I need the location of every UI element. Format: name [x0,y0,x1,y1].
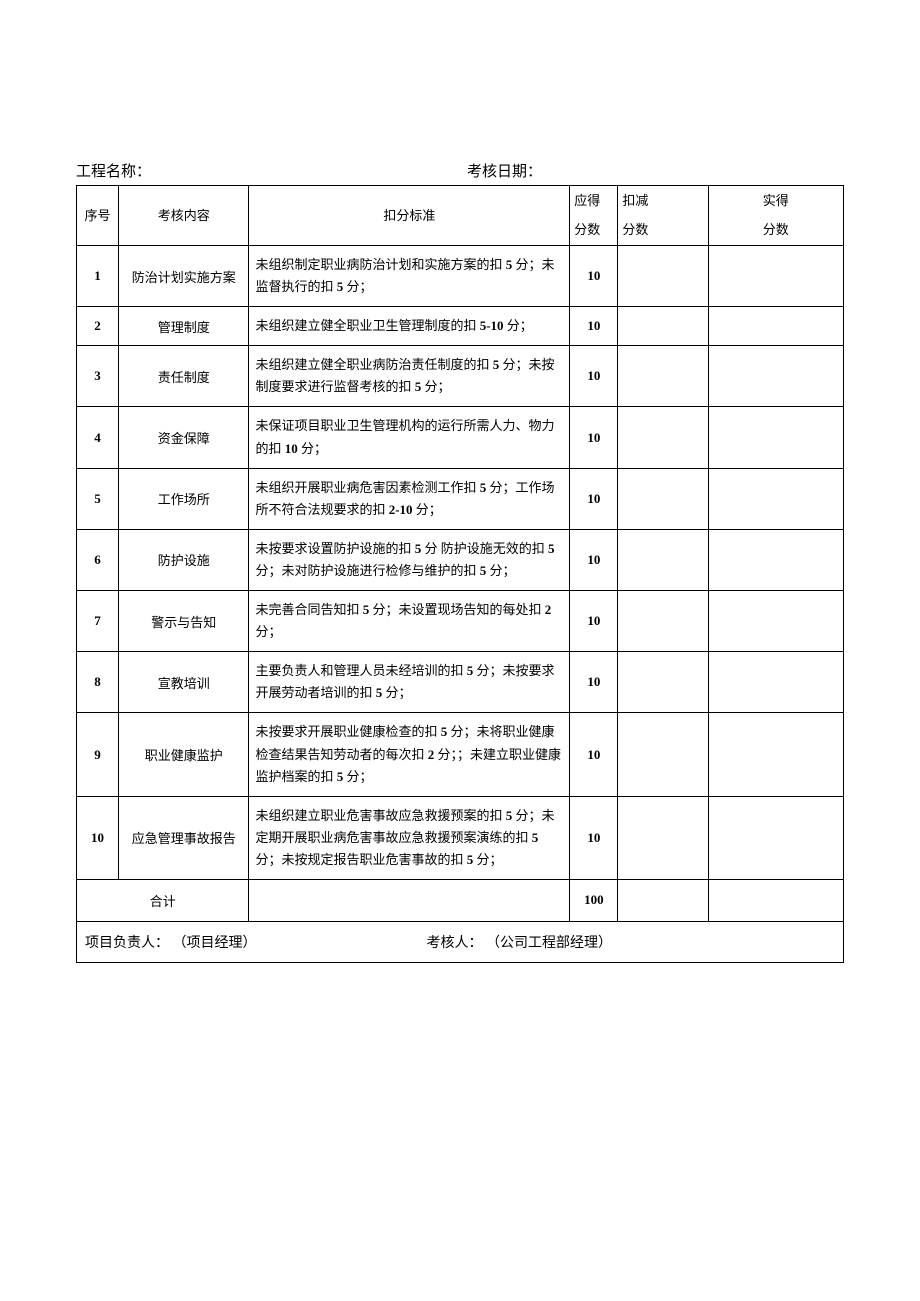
total-label: 合计 [77,879,249,921]
cell-content: 工作场所 [119,468,249,529]
cell-seq: 9 [77,713,119,796]
cell-deduct [618,796,708,879]
cell-standard: 未完善合同告知扣 5 分；未设置现场告知的每处扣 2 分； [249,591,570,652]
assessment-date-label: 考核日期： [467,160,542,181]
table-row: 10应急管理事故报告未组织建立职业危害事故应急救援预案的扣 5 分；未定期开展职… [77,796,844,879]
cell-actual [708,713,843,796]
cell-seq: 8 [77,652,119,713]
cell-content: 责任制度 [119,346,249,407]
responsible-hint: （项目经理） [173,936,257,951]
cell-score: 10 [570,713,618,796]
total-row: 合计 100 [77,879,844,921]
cell-score: 10 [570,529,618,590]
col-header-deduct: 扣减分数 [618,186,708,246]
cell-standard: 未组织制定职业病防治计划和实施方案的扣 5 分；未监督执行的扣 5 分； [249,246,570,307]
table-header-row: 序号 考核内容 扣分标准 应得分数 扣减分数 实得分数 [77,186,844,246]
cell-seq: 5 [77,468,119,529]
cell-content: 职业健康监护 [119,713,249,796]
cell-standard: 未按要求开展职业健康检查的扣 5 分；未将职业健康检查结果告知劳动者的每次扣 2… [249,713,570,796]
cell-score: 10 [570,796,618,879]
cell-content: 防治计划实施方案 [119,246,249,307]
cell-actual [708,591,843,652]
col-header-seq: 序号 [77,186,119,246]
cell-content: 防护设施 [119,529,249,590]
cell-deduct [618,652,708,713]
assessor-hint: （公司工程部经理） [486,936,612,951]
cell-score: 10 [570,468,618,529]
cell-deduct [618,307,708,346]
cell-deduct [618,713,708,796]
cell-seq: 1 [77,246,119,307]
cell-actual [708,246,843,307]
cell-deduct [618,246,708,307]
table-row: 8宣教培训主要负责人和管理人员未经培训的扣 5 分；未按要求开展劳动者培训的扣 … [77,652,844,713]
cell-seq: 6 [77,529,119,590]
cell-deduct [618,529,708,590]
total-score: 100 [570,879,618,921]
table-row: 9职业健康监护未按要求开展职业健康检查的扣 5 分；未将职业健康检查结果告知劳动… [77,713,844,796]
cell-standard: 未组织建立职业危害事故应急救援预案的扣 5 分；未定期开展职业病危害事故应急救援… [249,796,570,879]
table-row: 4资金保障未保证项目职业卫生管理机构的运行所需人力、物力的扣 10 分；10 [77,407,844,468]
table-row: 2管理制度未组织建立健全职业卫生管理制度的扣 5-10 分；10 [77,307,844,346]
cell-content: 宣教培训 [119,652,249,713]
cell-deduct [618,468,708,529]
col-header-standard: 扣分标准 [249,186,570,246]
total-actual-empty [708,879,843,921]
table-row: 5工作场所未组织开展职业病危害因素检测工作扣 5 分；工作场所不符合法规要求的扣… [77,468,844,529]
cell-score: 10 [570,407,618,468]
cell-actual [708,307,843,346]
assessment-table: 序号 考核内容 扣分标准 应得分数 扣减分数 实得分数 1防治计划实施方案未组织… [76,185,844,963]
header-row: 工程名称： 考核日期： [76,160,844,181]
assessor-label: 考核人： [427,936,483,951]
project-name-label: 工程名称： [76,160,151,181]
cell-standard: 未组织开展职业病危害因素检测工作扣 5 分；工作场所不符合法规要求的扣 2-10… [249,468,570,529]
footer-cell: 项目负责人： （项目经理） 考核人： （公司工程部经理） [77,921,844,962]
cell-standard: 主要负责人和管理人员未经培训的扣 5 分；未按要求开展劳动者培训的扣 5 分； [249,652,570,713]
cell-score: 10 [570,307,618,346]
cell-content: 资金保障 [119,407,249,468]
total-standard-empty [249,879,570,921]
cell-actual [708,468,843,529]
footer-row: 项目负责人： （项目经理） 考核人： （公司工程部经理） [77,921,844,962]
table-row: 1防治计划实施方案未组织制定职业病防治计划和实施方案的扣 5 分；未监督执行的扣… [77,246,844,307]
cell-deduct [618,346,708,407]
cell-seq: 2 [77,307,119,346]
cell-actual [708,529,843,590]
cell-actual [708,796,843,879]
cell-content: 警示与告知 [119,591,249,652]
cell-actual [708,652,843,713]
col-header-score: 应得分数 [570,186,618,246]
cell-seq: 4 [77,407,119,468]
col-header-content: 考核内容 [119,186,249,246]
cell-seq: 7 [77,591,119,652]
cell-standard: 未组织建立健全职业病防治责任制度的扣 5 分；未按制度要求进行监督考核的扣 5 … [249,346,570,407]
cell-content: 应急管理事故报告 [119,796,249,879]
cell-score: 10 [570,652,618,713]
cell-standard: 未保证项目职业卫生管理机构的运行所需人力、物力的扣 10 分； [249,407,570,468]
responsible-label: 项目负责人： [85,936,169,951]
cell-deduct [618,407,708,468]
table-row: 7警示与告知未完善合同告知扣 5 分；未设置现场告知的每处扣 2 分；10 [77,591,844,652]
cell-standard: 未组织建立健全职业卫生管理制度的扣 5-10 分； [249,307,570,346]
cell-score: 10 [570,591,618,652]
cell-standard: 未按要求设置防护设施的扣 5 分 防护设施无效的扣 5 分；未对防护设施进行检修… [249,529,570,590]
cell-seq: 10 [77,796,119,879]
cell-actual [708,346,843,407]
cell-seq: 3 [77,346,119,407]
cell-score: 10 [570,246,618,307]
total-deduct-empty [618,879,708,921]
col-header-actual: 实得分数 [708,186,843,246]
table-row: 6防护设施未按要求设置防护设施的扣 5 分 防护设施无效的扣 5 分；未对防护设… [77,529,844,590]
cell-deduct [618,591,708,652]
cell-content: 管理制度 [119,307,249,346]
cell-score: 10 [570,346,618,407]
cell-actual [708,407,843,468]
table-row: 3责任制度未组织建立健全职业病防治责任制度的扣 5 分；未按制度要求进行监督考核… [77,346,844,407]
